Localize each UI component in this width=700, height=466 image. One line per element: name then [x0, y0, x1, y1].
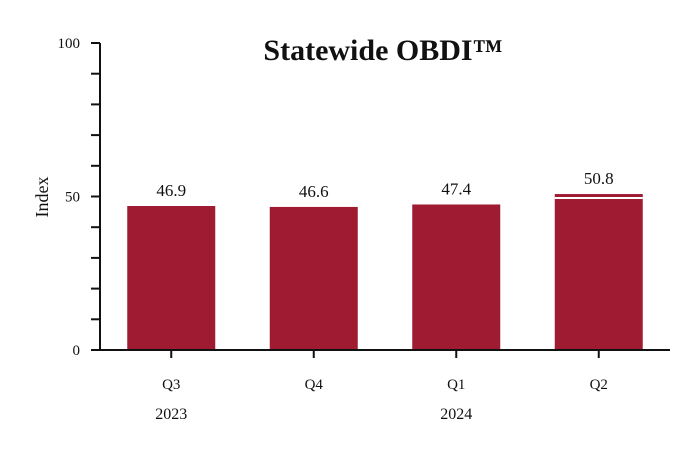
x-axis-labels: Q3 Q4 Q1 Q2 2023 2024 [155, 350, 608, 423]
y-tick-label: 0 [73, 343, 81, 359]
y-tick-label: 50 [65, 190, 80, 206]
year-label: 2023 [155, 406, 187, 423]
bar [269, 206, 358, 350]
y-tick-label: 100 [58, 36, 81, 52]
y-axis-label: Index [32, 177, 52, 218]
data-labels: 46.9 46.6 47.4 50.8 [156, 169, 613, 201]
year-label: 2024 [440, 406, 472, 423]
x-tick-label: Q4 [305, 377, 324, 393]
x-tick-label: Q1 [447, 377, 465, 393]
x-tick-label: Q3 [162, 377, 180, 393]
bar [554, 194, 643, 350]
data-label: 46.9 [156, 181, 186, 200]
data-label: 47.4 [441, 179, 471, 198]
data-label: 50.8 [584, 169, 614, 188]
bar [127, 206, 216, 350]
bars [127, 194, 643, 350]
x-tick-label: Q2 [590, 377, 608, 393]
bar [412, 204, 501, 350]
y-axis-ticks: 0 50 100 [58, 36, 100, 359]
data-label: 46.6 [299, 182, 329, 201]
chart-title: Statewide OBDI™ [263, 34, 502, 67]
